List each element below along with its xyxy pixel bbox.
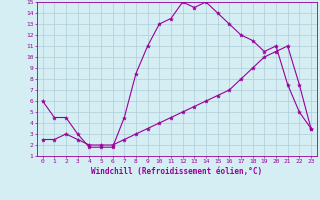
X-axis label: Windchill (Refroidissement éolien,°C): Windchill (Refroidissement éolien,°C) (91, 167, 262, 176)
